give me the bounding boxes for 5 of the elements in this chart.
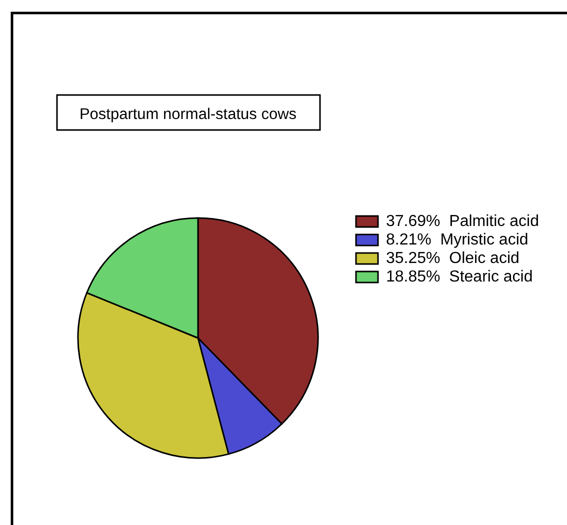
legend-label: 35.25% Oleic acid [386,250,520,267]
legend-label: 18.85% Stearic acid [386,268,533,286]
legend-label: 8.21% Myristic acid [386,232,528,248]
legend-label: 37.69% Palmitic acid [386,213,539,230]
chart-title: Postpartum normal-status cows [79,106,297,123]
